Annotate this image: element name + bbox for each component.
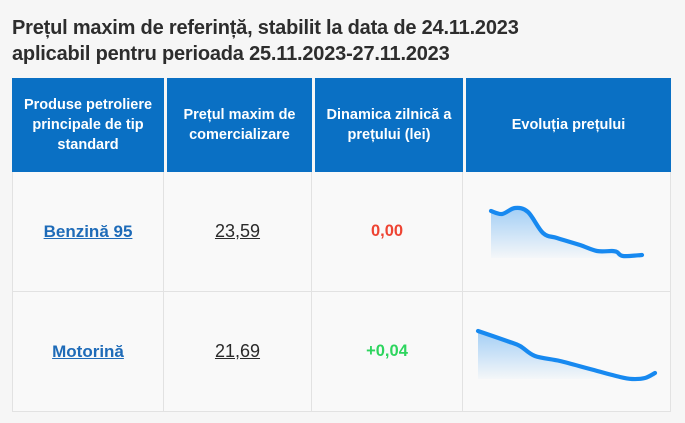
- price-link-motorina[interactable]: 21,69: [214, 341, 261, 361]
- spark-cell: [463, 292, 671, 412]
- page: Prețul maxim de referință, stabilit la d…: [12, 15, 672, 412]
- product-link-benzina-95[interactable]: Benzină 95: [43, 221, 133, 241]
- col-header-products: Produse petroliere principale de tip sta…: [12, 78, 164, 172]
- price-change-motorina: +0,04: [366, 342, 408, 360]
- page-title-line1: Prețul maxim de referință, stabilit la d…: [12, 17, 519, 39]
- page-title: Prețul maxim de referință, stabilit la d…: [12, 15, 672, 67]
- price-table: Produse petroliere principale de tip sta…: [12, 78, 671, 412]
- table-row-motorina: Motorină 21,69 +0,04: [12, 292, 671, 412]
- change-cell: 0,00: [312, 172, 463, 292]
- product-link-motorina[interactable]: Motorină: [52, 341, 124, 361]
- page-title-line2: aplicabil pentru perioada 25.11.2023-27.…: [12, 43, 450, 65]
- price-cell: 21,69: [164, 292, 312, 412]
- table-header-row: Produse petroliere principale de tip sta…: [12, 78, 671, 172]
- table-row-benzina-95: Benzină 95 23,59 0,00: [12, 172, 671, 292]
- price-evolution-sparkline-motorina: [475, 328, 658, 382]
- price-cell: 23,59: [164, 172, 312, 292]
- product-cell: Motorină: [12, 292, 164, 412]
- product-cell: Benzină 95: [12, 172, 164, 292]
- col-header-price-evolution: Evoluția prețului: [463, 78, 671, 172]
- price-evolution-sparkline-benzina-95: [488, 205, 644, 259]
- col-header-daily-change: Dinamica zilnică a prețului (lei): [312, 78, 463, 172]
- col-header-max-price: Prețul maxim de comercializare: [164, 78, 312, 172]
- price-link-benzina-95[interactable]: 23,59: [214, 221, 261, 241]
- spark-cell: [463, 172, 671, 292]
- change-cell: +0,04: [312, 292, 463, 412]
- price-change-benzina-95: 0,00: [370, 222, 404, 240]
